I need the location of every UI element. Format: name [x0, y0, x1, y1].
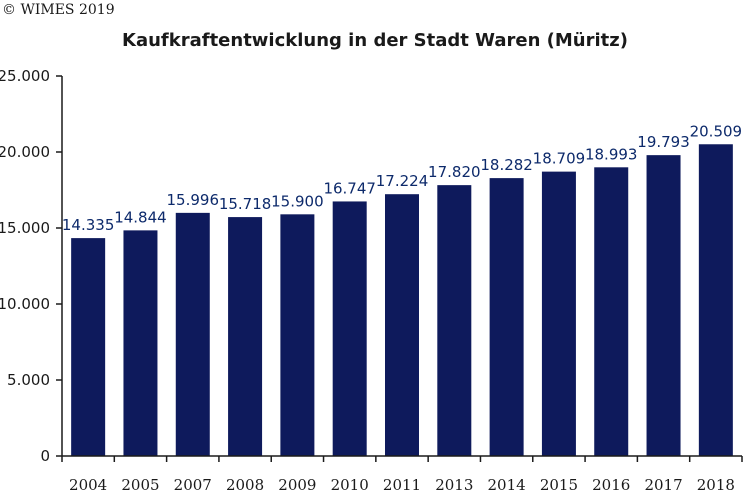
data-label: 19.793: [637, 133, 690, 151]
data-label: 16.747: [323, 179, 376, 197]
bar: [385, 194, 419, 457]
chart-title: Kaufkraftentwicklung in der Stadt Waren …: [122, 30, 628, 51]
data-label: 15.718: [219, 195, 272, 213]
data-label: 15.996: [167, 191, 220, 209]
x-tick-label: 2018: [697, 476, 735, 494]
data-label: 18.709: [533, 150, 586, 168]
copyright-notice: © WIMES 2019: [2, 2, 115, 18]
data-label: 18.993: [585, 145, 638, 163]
x-tick-label: 2005: [121, 476, 159, 494]
bar: [71, 238, 106, 456]
x-tick-label: 2010: [331, 476, 369, 494]
bar: [698, 144, 733, 457]
x-tick-label: 2004: [69, 476, 107, 494]
x-tick-label: 2014: [488, 476, 526, 494]
x-tick-label: 2015: [540, 476, 578, 494]
y-tick-label: 5.000: [7, 371, 50, 389]
x-tick-label: 2013: [435, 476, 473, 494]
bar: [280, 214, 315, 456]
bar: [123, 230, 158, 456]
bar: [437, 185, 472, 457]
y-tick-label: 20.000: [0, 143, 50, 161]
data-label: 14.844: [114, 208, 167, 226]
data-label: 17.224: [376, 172, 429, 190]
bar: [228, 217, 263, 456]
x-tick-label: 2011: [383, 476, 421, 494]
data-label: 20.509: [690, 122, 743, 140]
data-label: 14.335: [62, 216, 115, 234]
bar: [332, 201, 367, 456]
y-tick-label: 25.000: [0, 67, 50, 85]
data-label: 18.282: [480, 156, 533, 174]
y-tick-label: 15.000: [0, 219, 50, 237]
bar: [175, 212, 210, 456]
x-tick-label: 2009: [278, 476, 316, 494]
y-tick-label: 10.000: [0, 295, 50, 313]
bar: [646, 155, 681, 456]
x-tick-label: 2008: [226, 476, 264, 494]
data-label: 15.900: [271, 192, 324, 210]
x-tick-label: 2007: [174, 476, 212, 494]
bar: [489, 178, 524, 457]
bar: [541, 171, 576, 456]
x-tick-label: 2016: [592, 476, 630, 494]
y-tick-label: 0: [40, 447, 50, 465]
bar: [594, 167, 629, 456]
x-tick-label: 2017: [644, 476, 682, 494]
data-label: 17.820: [428, 163, 481, 181]
